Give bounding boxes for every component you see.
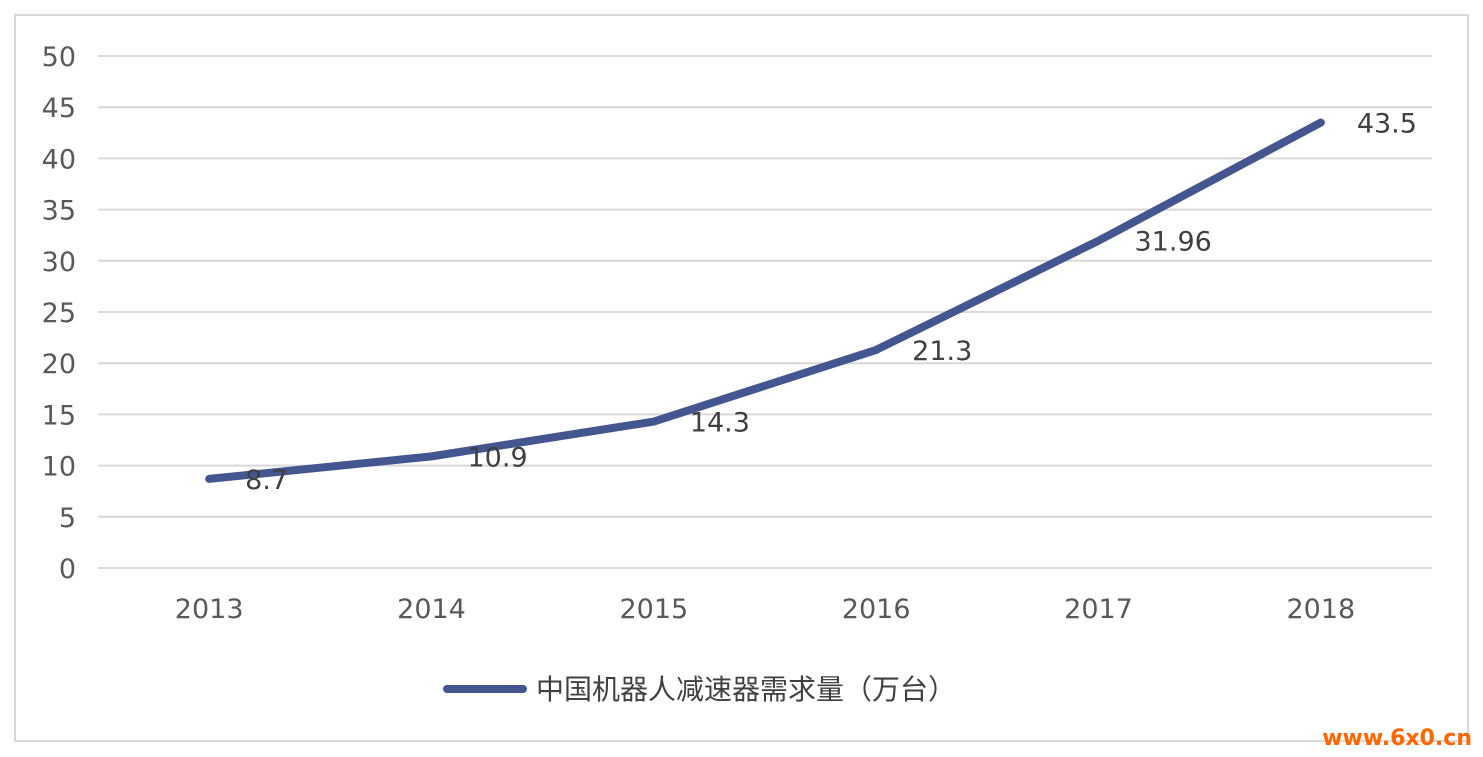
- data-label: 43.5: [1357, 109, 1417, 140]
- data-label: 31.96: [1135, 227, 1212, 258]
- y-tick-label: 45: [42, 93, 76, 124]
- data-labels: 8.7 10.9 14.3 21.3 31.96 43.5: [245, 109, 1417, 496]
- x-axis-ticks: 2013 2014 2015 2016 2017 2018: [175, 594, 1355, 625]
- y-tick-label: 30: [42, 247, 76, 278]
- watermark-text: www.6x0.cn: [1322, 726, 1472, 751]
- y-tick-label: 10: [42, 452, 76, 483]
- x-tick-label: 2017: [1064, 594, 1133, 625]
- y-tick-label: 20: [42, 349, 76, 380]
- chart-frame: [14, 14, 1469, 742]
- x-tick-label: 2013: [175, 594, 244, 625]
- legend-label: 中国机器人减速器需求量（万台）: [536, 673, 956, 706]
- y-tick-label: 40: [42, 144, 76, 175]
- grid-lines: [98, 55, 1432, 569]
- y-tick-label: 50: [42, 42, 76, 73]
- x-tick-label: 2015: [619, 594, 688, 625]
- y-axis-ticks: 0 5 10 15 20 25 30 35 40 45 50: [42, 42, 76, 585]
- x-tick-label: 2014: [397, 594, 466, 625]
- data-label: 21.3: [912, 336, 972, 367]
- y-tick-label: 5: [59, 503, 76, 534]
- series-line: [205, 118, 1325, 483]
- y-tick-label: 35: [42, 196, 76, 227]
- y-tick-label: 0: [59, 554, 76, 585]
- data-label: 14.3: [690, 408, 750, 439]
- y-tick-label: 25: [42, 298, 76, 329]
- data-label: 10.9: [468, 442, 528, 473]
- x-tick-label: 2018: [1286, 594, 1355, 625]
- series-lines: [205, 118, 1325, 483]
- data-label: 8.7: [245, 465, 288, 496]
- legend: 中国机器人减速器需求量（万台）: [443, 673, 956, 706]
- x-tick-label: 2016: [842, 594, 911, 625]
- y-tick-label: 15: [42, 400, 76, 431]
